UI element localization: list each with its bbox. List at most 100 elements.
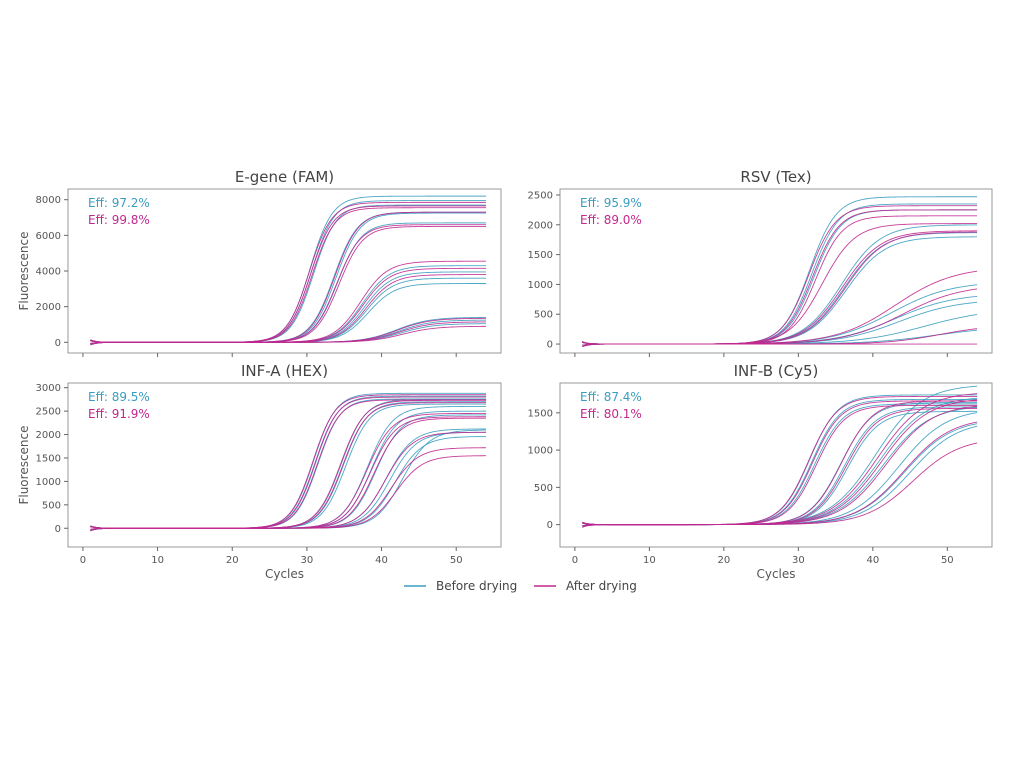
- efficiency-label: Eff: 89.0%: [580, 213, 642, 227]
- y-tick-label: 0: [55, 338, 61, 349]
- curves: [582, 196, 978, 348]
- after-curve: [90, 417, 487, 529]
- y-tick-label: 1000: [36, 477, 61, 488]
- x-tick-label: 30: [301, 555, 314, 566]
- panel-title: INF-B (Cy5): [734, 362, 819, 380]
- y-tick-label: 6000: [36, 231, 61, 242]
- before-curve: [90, 410, 487, 532]
- y-tick-label: 1500: [36, 453, 61, 464]
- x-tick-label: 10: [643, 555, 656, 566]
- y-tick-label: 2000: [528, 220, 553, 231]
- y-tick-label: 500: [534, 310, 553, 321]
- after-curve: [90, 325, 487, 343]
- panel-3: INF-A (HEX) 0 500 1000 1500 2000 2500 3000 0 10 20…: [17, 362, 502, 581]
- panel-1: E-gene (FAM) 0 2000 4000 6000 8000 Fluorescenc…: [17, 168, 502, 357]
- efficiency-label: Eff: 91.9%: [88, 407, 150, 421]
- after-curve: [582, 405, 978, 526]
- after-curve: [90, 455, 487, 529]
- x-tick-label: 0: [572, 555, 578, 566]
- before-curve: [582, 406, 978, 526]
- after-curve: [90, 267, 487, 343]
- y-tick-label: 2500: [36, 407, 61, 418]
- efficiency-label: Eff: 99.8%: [88, 213, 150, 227]
- plot-frame: [559, 188, 993, 354]
- x-tick-label: 30: [792, 555, 805, 566]
- y-tick-label: 2500: [528, 190, 553, 201]
- efficiency-label: Eff: 89.5%: [88, 390, 150, 404]
- curves: [90, 392, 487, 532]
- y-tick-label: 0: [547, 340, 553, 351]
- x-tick-label: 0: [80, 555, 86, 566]
- after-curve: [90, 260, 487, 343]
- before-curve: [582, 403, 978, 527]
- before-curve: [90, 265, 487, 346]
- x-tick-label: 50: [450, 555, 463, 566]
- x-axis-label: Cycles: [265, 567, 304, 581]
- panel-title: E-gene (FAM): [235, 168, 334, 186]
- before-curve: [90, 414, 487, 529]
- plot-frame: [559, 382, 993, 548]
- panel-2: RSV (Tex) 0 500 1000 1500 2000 2500 Eff: 95.9% E…: [528, 168, 993, 357]
- y-tick-label: 1500: [528, 250, 553, 261]
- panel-title: RSV (Tex): [740, 168, 811, 186]
- curves: [582, 385, 978, 528]
- after-curve: [90, 402, 487, 532]
- legend: Before drying After drying: [404, 579, 637, 593]
- before-curve: [582, 314, 978, 348]
- before-curve: [90, 271, 487, 343]
- after-legend-label: After drying: [566, 579, 637, 593]
- y-tick-label: 2000: [36, 430, 61, 441]
- before-curve: [90, 431, 487, 529]
- after-curve: [582, 421, 978, 528]
- x-tick-label: 20: [226, 555, 239, 566]
- after-curve: [582, 342, 978, 345]
- curves: [90, 195, 487, 346]
- panel-4: INF-B (Cy5) 0 500 1000 1500 0 10 20 30 40 50 Cycles…: [528, 362, 993, 581]
- efficiency-label: Eff: 97.2%: [88, 196, 150, 210]
- x-tick-label: 50: [941, 555, 954, 566]
- plot-frame: [67, 382, 502, 548]
- y-tick-label: 0: [547, 520, 553, 531]
- efficiency-label: Eff: 95.9%: [580, 196, 642, 210]
- y-tick-label: 1000: [528, 280, 553, 291]
- x-tick-label: 40: [866, 555, 879, 566]
- after-curve: [90, 413, 487, 529]
- y-tick-label: 500: [42, 500, 61, 511]
- x-axis-label: Cycles: [756, 567, 795, 581]
- before-curve: [90, 277, 487, 344]
- before-curve: [582, 224, 978, 345]
- after-curve: [582, 442, 978, 526]
- y-tick-label: 8000: [36, 195, 61, 206]
- y-tick-label: 500: [534, 483, 553, 494]
- before-curve: [582, 406, 978, 526]
- before-curve: [582, 423, 978, 528]
- before-curve: [90, 403, 487, 529]
- before-curve: [90, 405, 487, 529]
- before-legend-label: Before drying: [436, 579, 517, 593]
- x-tick-label: 40: [375, 555, 388, 566]
- before-curve: [582, 412, 978, 526]
- y-tick-label: 1500: [528, 408, 553, 419]
- y-tick-label: 4000: [36, 267, 61, 278]
- y-axis-label: Fluorescence: [17, 425, 31, 504]
- before-curve: [582, 295, 978, 345]
- y-tick-label: 2000: [36, 302, 61, 313]
- panel-title: INF-A (HEX): [241, 362, 328, 380]
- efficiency-label: Eff: 80.1%: [580, 407, 642, 421]
- y-tick-label: 3000: [36, 383, 61, 394]
- y-tick-label: 0: [55, 524, 61, 535]
- before-curve: [582, 209, 978, 345]
- after-curve: [582, 404, 978, 526]
- after-curve: [582, 209, 978, 345]
- after-curve: [90, 317, 487, 343]
- y-axis-label: Fluorescence: [17, 231, 31, 310]
- y-tick-label: 1000: [528, 446, 553, 457]
- after-curve: [582, 230, 978, 345]
- x-tick-label: 20: [717, 555, 730, 566]
- after-curve: [90, 431, 487, 529]
- panels: E-gene (FAM)02000400060008000Fluorescenc…: [17, 168, 993, 581]
- after-curve: [90, 274, 487, 346]
- x-tick-label: 10: [151, 555, 164, 566]
- efficiency-label: Eff: 87.4%: [580, 390, 642, 404]
